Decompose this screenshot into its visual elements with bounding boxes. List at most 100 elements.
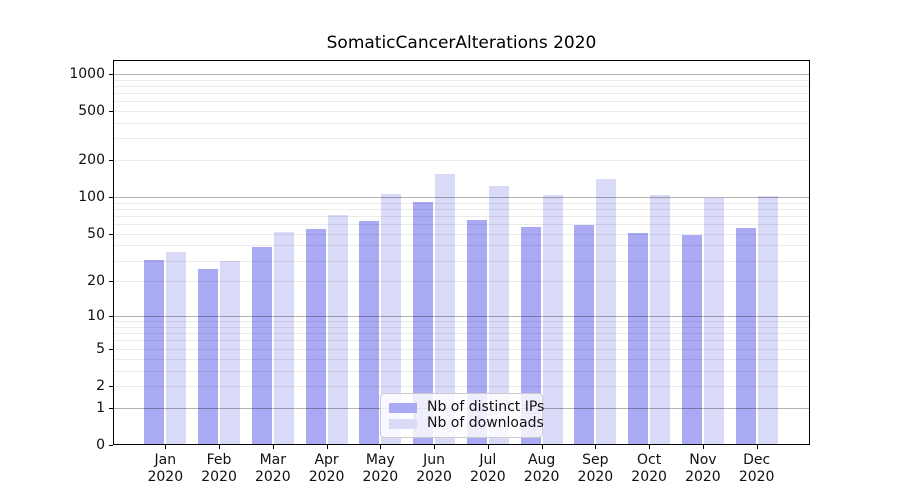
x-tick-label-jun: Jun 2020 bbox=[416, 452, 452, 485]
x-tick-mark-oct bbox=[649, 445, 651, 449]
legend-label-downloads: Nb of downloads bbox=[427, 415, 544, 431]
gridline-20 bbox=[114, 281, 809, 283]
y-tick-mark-500 bbox=[109, 111, 113, 113]
gridline-7 bbox=[114, 333, 809, 335]
x-tick-mark-dec bbox=[756, 445, 758, 449]
chart-title: SomaticCancerAlterations 2020 bbox=[326, 33, 597, 53]
x-tick-label-jan: Jan 2020 bbox=[147, 452, 184, 485]
y-tick-mark-0 bbox=[109, 445, 113, 446]
gridline-3 bbox=[114, 370, 809, 372]
gridline-2 bbox=[114, 385, 809, 387]
bar-feb-downloads bbox=[220, 261, 241, 444]
y-tick-mark-1000 bbox=[109, 73, 113, 75]
gridline-8 bbox=[114, 326, 809, 328]
x-tick-label-aug: Aug 2020 bbox=[523, 452, 560, 485]
x-tick-label-feb: Feb 2020 bbox=[201, 452, 237, 485]
gridline-100 bbox=[114, 197, 809, 199]
bar-may-downloads bbox=[381, 193, 402, 444]
gridline-600 bbox=[114, 101, 809, 103]
bar-jan-downloads bbox=[166, 251, 187, 444]
bar-feb-ips bbox=[198, 268, 219, 444]
bar-oct-downloads bbox=[650, 194, 671, 444]
gridline-500 bbox=[114, 111, 809, 113]
bar-sep-downloads bbox=[596, 178, 617, 444]
x-tick-label-nov: Nov 2020 bbox=[685, 452, 721, 485]
y-tick-label-20: 20 bbox=[87, 273, 105, 290]
bar-nov-ips bbox=[681, 234, 702, 444]
gridline-50 bbox=[114, 233, 809, 235]
legend-row-downloads: Nb of downloads bbox=[389, 416, 544, 431]
legend-label-distinct-ips: Nb of distinct IPs bbox=[427, 399, 545, 415]
gridline-300 bbox=[114, 138, 809, 140]
y-tick-mark-50 bbox=[109, 233, 113, 235]
y-tick-mark-1 bbox=[109, 407, 113, 409]
gridline-60 bbox=[114, 224, 809, 226]
gridline-200 bbox=[114, 160, 809, 162]
bar-dec-downloads bbox=[757, 195, 778, 444]
x-tick-label-mar: Mar 2020 bbox=[254, 452, 291, 485]
gridline-40 bbox=[114, 245, 809, 247]
y-tick-label-1000: 1000 bbox=[69, 65, 105, 82]
bar-apr-downloads bbox=[327, 215, 348, 444]
legend: Nb of distinct IPs Nb of downloads bbox=[380, 393, 545, 438]
y-tick-mark-20 bbox=[109, 281, 113, 283]
legend-swatch-distinct-ips bbox=[389, 402, 417, 413]
bar-dec-ips bbox=[735, 227, 756, 444]
x-tick-label-sep: Sep 2020 bbox=[577, 452, 614, 485]
bar-aug-ips bbox=[520, 226, 541, 444]
legend-swatch-downloads bbox=[389, 418, 417, 429]
y-tick-mark-10 bbox=[109, 316, 113, 318]
bar-jun-ips bbox=[413, 202, 434, 444]
bar-mar-ips bbox=[251, 247, 272, 444]
bar-jul-downloads bbox=[488, 185, 509, 444]
x-tick-mark-jun bbox=[434, 445, 436, 449]
gridline-1000 bbox=[114, 73, 809, 75]
gridline-700 bbox=[114, 92, 809, 94]
gridline-800 bbox=[114, 85, 809, 87]
bar-jun-downloads bbox=[435, 174, 456, 444]
y-tick-mark-100 bbox=[109, 197, 113, 199]
x-tick-label-dec: Dec 2020 bbox=[738, 452, 775, 485]
gridline-30 bbox=[114, 260, 809, 262]
bar-jul-ips bbox=[466, 219, 487, 444]
y-tick-label-100: 100 bbox=[78, 189, 105, 206]
y-tick-label-0: 0 bbox=[96, 437, 105, 453]
x-tick-label-apr: Apr 2020 bbox=[308, 452, 345, 485]
y-tick-mark-200 bbox=[109, 160, 113, 162]
gridline-9 bbox=[114, 321, 809, 323]
x-tick-mark-apr bbox=[326, 445, 328, 449]
x-tick-mark-jan bbox=[165, 445, 167, 449]
plot-area bbox=[113, 60, 810, 445]
bar-nov-downloads bbox=[703, 197, 724, 444]
gridline-90 bbox=[114, 202, 809, 204]
bar-sep-ips bbox=[574, 224, 595, 444]
bar-oct-ips bbox=[628, 232, 649, 444]
x-tick-mark-may bbox=[380, 445, 382, 449]
y-tick-label-10: 10 bbox=[87, 308, 105, 325]
x-tick-label-may: May 2020 bbox=[362, 452, 399, 485]
x-tick-mark-jul bbox=[487, 445, 489, 449]
x-tick-mark-aug bbox=[541, 445, 543, 449]
bar-jan-ips bbox=[144, 259, 165, 444]
gridline-80 bbox=[114, 208, 809, 210]
bar-aug-downloads bbox=[542, 195, 563, 444]
y-tick-label-1: 1 bbox=[96, 399, 105, 416]
bar-mar-downloads bbox=[273, 231, 294, 444]
y-tick-label-500: 500 bbox=[78, 103, 105, 120]
gridline-10 bbox=[114, 316, 809, 318]
y-tick-label-5: 5 bbox=[96, 340, 105, 357]
y-tick-mark-2 bbox=[109, 385, 113, 387]
gridline-70 bbox=[114, 215, 809, 217]
y-tick-mark-5 bbox=[109, 348, 113, 350]
gridline-400 bbox=[114, 122, 809, 124]
bar-apr-ips bbox=[305, 228, 326, 444]
y-tick-label-50: 50 bbox=[87, 225, 105, 242]
x-tick-mark-feb bbox=[219, 445, 221, 449]
x-tick-mark-nov bbox=[702, 445, 704, 449]
x-tick-label-oct: Oct 2020 bbox=[631, 452, 667, 485]
bar-may-ips bbox=[359, 221, 380, 444]
x-tick-mark-sep bbox=[595, 445, 597, 449]
x-tick-mark-mar bbox=[272, 445, 274, 449]
y-tick-label-200: 200 bbox=[78, 152, 105, 169]
